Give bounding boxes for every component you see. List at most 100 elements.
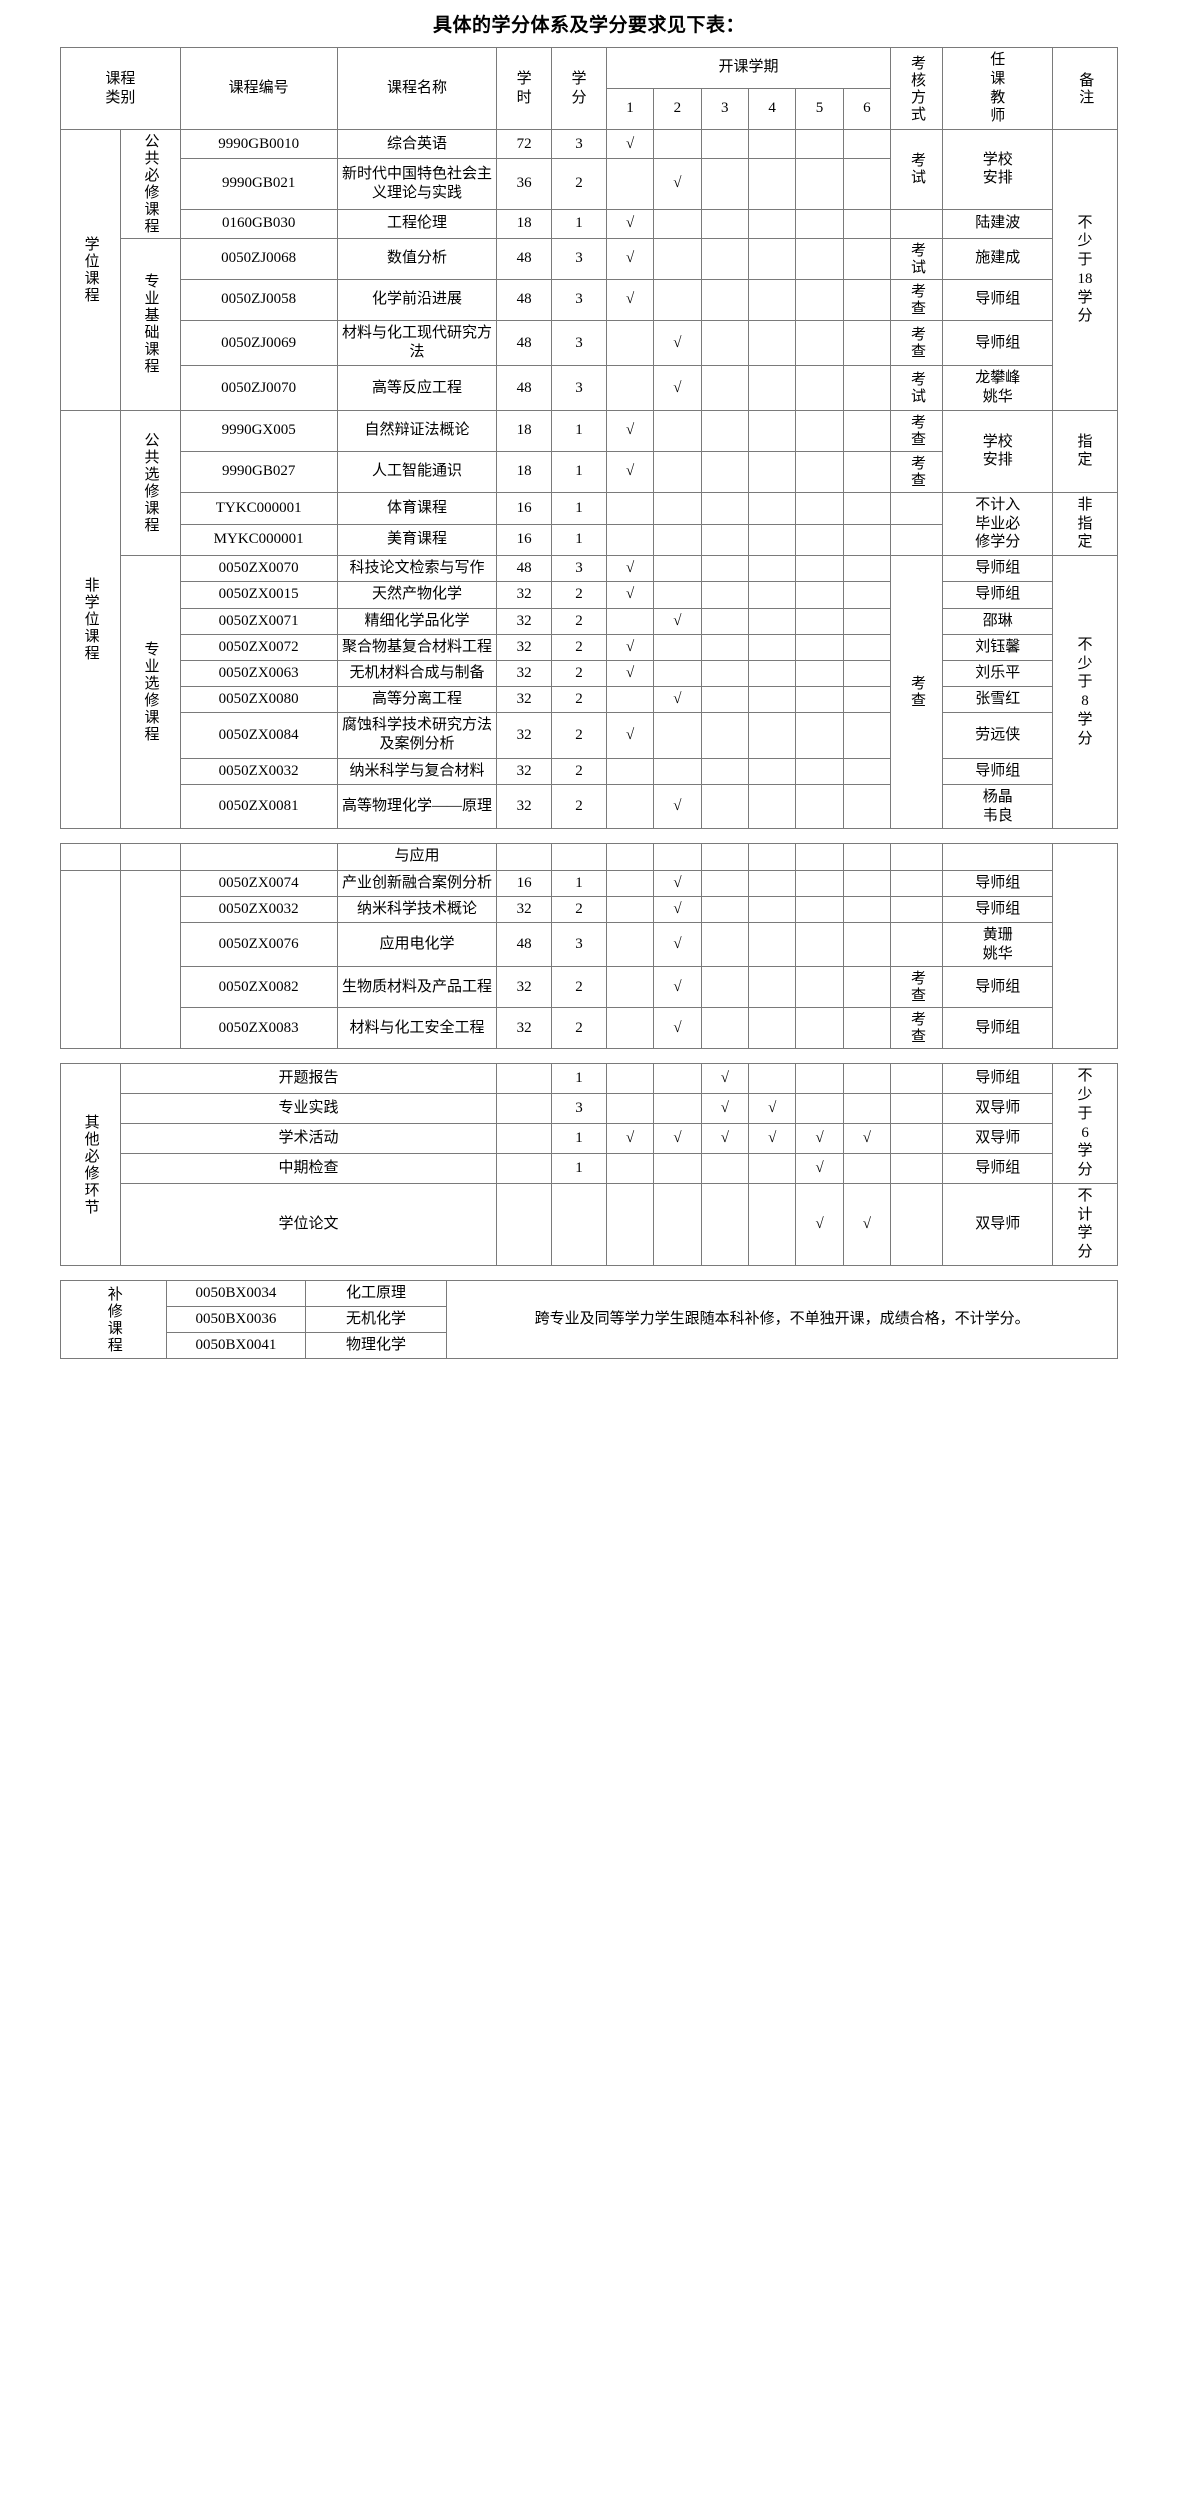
semester-tick-5 [795,921,844,968]
semester-tick-6 [842,409,892,452]
course-hours: 16 [496,491,553,525]
course-credits: 3 [551,279,607,321]
semester-tick-1 [605,158,655,210]
header-semester-6: 6 [842,88,892,130]
course-code: 0050ZX0070 [179,555,338,583]
course-name: 天然产物化学 [336,581,498,609]
semester-tick-3: √ [700,1063,750,1095]
table-row: 补修课程 0050BX0034 化工原理 跨专业及同等学力学生跟随本科补修，不单… [60,1279,1118,1360]
course-credits: 3 [551,128,607,160]
table-row: 0050ZX0076 应用电化学 48 3 √ 黄珊 姚华 [61,921,1118,968]
semester-tick-5 [795,1093,844,1125]
semester-tick-6 [842,450,892,493]
semester-tick-4 [747,783,797,830]
course-teacher-not-counted: 不计入 毕业必 修学分 [942,491,1054,557]
course-credits: 1 [551,409,607,452]
semester-tick-6 [842,686,892,714]
page-title: 具体的学分体系及学分要求见下表： [432,15,745,36]
semester-tick-5 [795,158,844,210]
semester-tick-4 [748,869,797,897]
semester-tick-6 [842,633,892,661]
exam-mode [890,1153,944,1184]
semester-tick-6 [842,128,892,160]
semester-tick-2 [653,1063,702,1095]
course-name: 与应用 [336,843,498,871]
table-header-row: 课程 类别 课程编号 课程名称 学时 学分 开课学期 考核方式 任课教师 备注 [60,47,1118,130]
semester-tick-4 [748,1063,797,1095]
semester-tick-2 [653,238,702,280]
semester-tick-2: √ [653,365,702,411]
activity-teacher: 导师组 [942,1153,1054,1184]
course-name: 生物质材料及产品工程 [336,966,498,1009]
course-hours: 18 [496,409,553,452]
remark-non-designated: 非指定 [1052,491,1118,557]
course-name: 化工原理 [304,1279,448,1308]
semester-tick-3 [700,1007,750,1050]
semester-tick-4 [747,523,797,557]
semester-tick-1 [605,1182,655,1266]
course-code: 0050ZX0081 [179,783,338,830]
activity-teacher: 导师组 [942,1063,1054,1095]
course-name: 材料与化工现代研究方法 [336,319,498,367]
semester-tick-3 [700,238,749,280]
course-teacher: 导师组 [942,1007,1054,1050]
semester-tick-3 [700,895,750,923]
semester-tick-1 [605,843,655,871]
exam-mode: 考查 [890,319,944,367]
semester-tick-4 [747,491,797,525]
semester-tick-5 [795,783,844,830]
course-name: 纳米科学与复合材料 [336,757,498,785]
semester-tick-6 [842,491,892,525]
semester-tick-2 [653,555,702,583]
course-hours: 72 [496,128,553,160]
course-hours: 48 [496,319,553,367]
course-name: 腐蚀科学技术研究方法及案例分析 [336,712,498,759]
header-semester-2: 2 [653,88,702,130]
semester-tick-1 [605,365,655,411]
exam-mode [890,1063,944,1095]
semester-tick-4: √ [748,1093,797,1125]
semester-tick-6 [842,523,892,557]
course-hours: 32 [496,607,553,635]
course-name: 美育课程 [336,523,498,557]
activity-credits: 3 [551,1093,607,1125]
semester-tick-1 [605,966,655,1009]
course-credits: 2 [551,783,607,830]
semester-tick-6 [842,581,892,609]
course-code: 0160GB030 [179,208,338,240]
semester-tick-1 [605,319,655,367]
course-name: 无机材料合成与制备 [336,659,498,688]
table-row: 0050ZJ0058 化学前沿进展 48 3 √ 考查 导师组 [61,279,1118,321]
semester-tick-2 [653,581,702,609]
semester-tick-4 [747,158,797,210]
exam-mode [890,921,944,968]
semester-tick-6 [842,1063,892,1095]
course-code: 0050ZX0080 [179,686,338,714]
table-row: 学位论文 √ √ 双导师 不计学分 [61,1182,1118,1266]
course-credits: 2 [551,1007,607,1050]
remark-designated: 指定 [1052,409,1118,493]
semester-tick-6 [842,319,892,367]
semester-tick-5 [795,238,844,280]
table-row: 与应用 [60,843,1118,1050]
course-code: 9990GB021 [179,158,338,210]
activity-name: 专业实践 [119,1093,498,1125]
semester-tick-5 [795,581,844,609]
semester-tick-3 [700,712,749,759]
semester-tick-3 [700,686,749,714]
course-hours: 16 [496,523,553,557]
semester-tick-1: √ [605,555,655,583]
course-name: 聚合物基复合材料工程 [336,633,498,661]
course-credits [551,843,607,871]
activity-hours [496,1123,553,1154]
course-teacher: 劳远侠 [942,712,1054,759]
semester-tick-6 [842,659,892,688]
course-hours: 48 [496,238,553,280]
activity-hours [496,1182,553,1266]
semester-tick-6 [842,279,892,321]
semester-tick-2: √ [653,895,702,923]
header-semester-3: 3 [700,88,749,130]
semester-tick-4 [747,450,797,493]
